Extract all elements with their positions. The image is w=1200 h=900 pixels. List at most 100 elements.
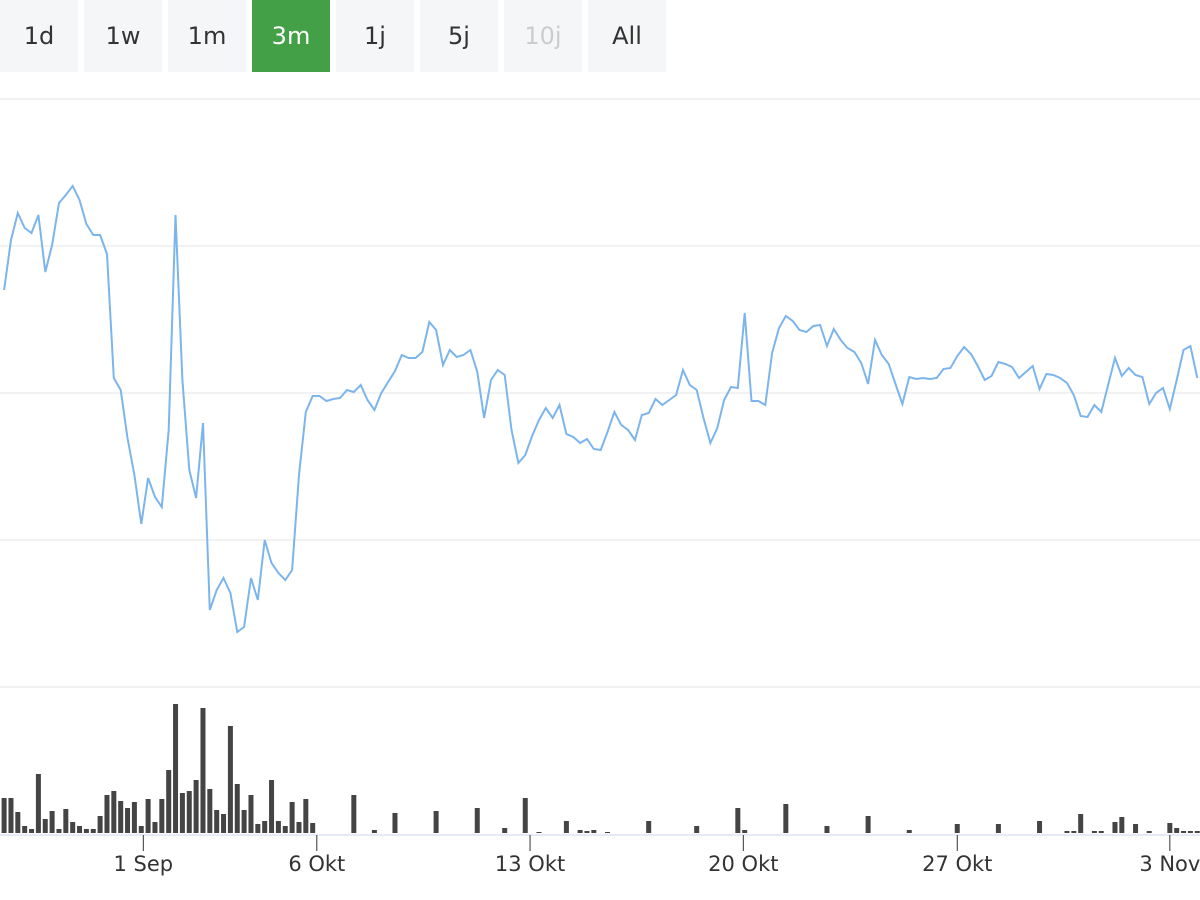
volume-bar (536, 832, 542, 833)
volume-bar (131, 802, 137, 833)
volume-bar (694, 826, 700, 833)
volume-bar (906, 830, 912, 833)
volume-bar (186, 791, 192, 833)
volume-bar (282, 826, 288, 833)
volume-bar (234, 784, 240, 833)
range-button[interactable]: 5j (420, 0, 498, 72)
volume-bar (995, 824, 1001, 833)
x-tick-label: 1 Sep (114, 852, 174, 876)
volume-bar (1, 798, 7, 833)
volume-bar (138, 826, 144, 833)
volume-bar (1181, 831, 1187, 833)
range-button: 10j (504, 0, 582, 72)
volume-bar (35, 774, 41, 833)
volume-bar (179, 793, 185, 833)
volume-bar (15, 812, 21, 833)
volume-bar (1119, 817, 1125, 833)
volume-bar (70, 822, 76, 833)
volume-bar (865, 816, 871, 833)
volume-bar (351, 795, 357, 833)
volume-bar (159, 799, 165, 833)
volume-bar (262, 821, 268, 833)
volume-bar (433, 811, 439, 833)
volume-bar (1078, 814, 1084, 833)
range-button[interactable]: 1m (168, 0, 246, 72)
volume-bar (954, 824, 960, 833)
volume-bar (1167, 823, 1173, 833)
volume-bar (392, 813, 398, 833)
volume-bar (1098, 831, 1104, 833)
volume-bar (1194, 831, 1200, 833)
volume-bar (371, 830, 377, 833)
range-button[interactable]: 1w (84, 0, 162, 72)
volume-bar (90, 829, 96, 833)
price-line (3, 184, 1199, 634)
volume-bar (605, 832, 611, 833)
volume-bar (227, 726, 233, 833)
range-button[interactable]: 3m (252, 0, 330, 72)
volume-bar (584, 831, 590, 833)
volume-bar (214, 810, 220, 833)
volume-bar (200, 708, 206, 833)
volume-bar (742, 830, 748, 833)
x-tick-label: 13 Okt (495, 852, 565, 876)
volume-bar (735, 808, 741, 833)
range-button[interactable]: 1d (0, 0, 78, 72)
volume-bar (221, 814, 227, 833)
volume-bar (296, 822, 302, 833)
volume-bar (1064, 831, 1070, 833)
range-button[interactable]: All (588, 0, 666, 72)
volume-bar (97, 816, 103, 833)
volume-bar (241, 810, 247, 833)
volume-bar (111, 791, 117, 833)
volume-bar (303, 799, 309, 833)
volume-bar (269, 780, 275, 833)
volume-bar (166, 770, 172, 833)
volume-bar (1174, 828, 1180, 833)
volume-bar (248, 795, 254, 833)
volume-bar (502, 828, 508, 833)
volume-bar (275, 821, 281, 833)
x-tick-label: 3 Nov (1139, 852, 1200, 876)
volume-bar (22, 826, 28, 833)
volume-bar (522, 798, 528, 833)
volume-bar (563, 821, 569, 833)
volume-bar (118, 801, 124, 833)
volume-bar (104, 795, 110, 833)
volume-bar (29, 829, 35, 833)
volume-bar (152, 822, 158, 833)
volume-bar (289, 802, 295, 833)
volume-bar (173, 704, 179, 833)
volume-bar (577, 830, 583, 833)
volume-bar (125, 808, 131, 833)
volume-bar (145, 799, 151, 833)
x-tick-label: 6 Okt (288, 852, 345, 876)
range-button[interactable]: 1j (336, 0, 414, 72)
volume-bar (1112, 822, 1118, 833)
volume-bar (1187, 831, 1193, 833)
volume-bar (1146, 831, 1152, 833)
x-tick-label: 20 Okt (708, 852, 778, 876)
volume-bar (646, 821, 652, 833)
volume-bar (63, 809, 69, 833)
volume-bar (1071, 831, 1077, 833)
volume-bar (77, 826, 83, 833)
volume-bar (193, 780, 199, 833)
volume-bar (83, 829, 89, 833)
volume-bar (255, 824, 261, 833)
volume-bar (591, 830, 597, 833)
volume-bar (8, 798, 14, 833)
volume-bar (474, 808, 480, 833)
volume-bar (207, 789, 213, 833)
volume-bar (310, 823, 316, 833)
volume-bar (1037, 821, 1043, 833)
volume-bar (1133, 824, 1139, 833)
volume-bar (42, 819, 48, 833)
volume-bar (56, 829, 62, 833)
x-tick-label: 27 Okt (922, 852, 992, 876)
volume-bar (824, 826, 830, 833)
volume-bar (1091, 831, 1097, 833)
volume-bar (49, 811, 55, 833)
